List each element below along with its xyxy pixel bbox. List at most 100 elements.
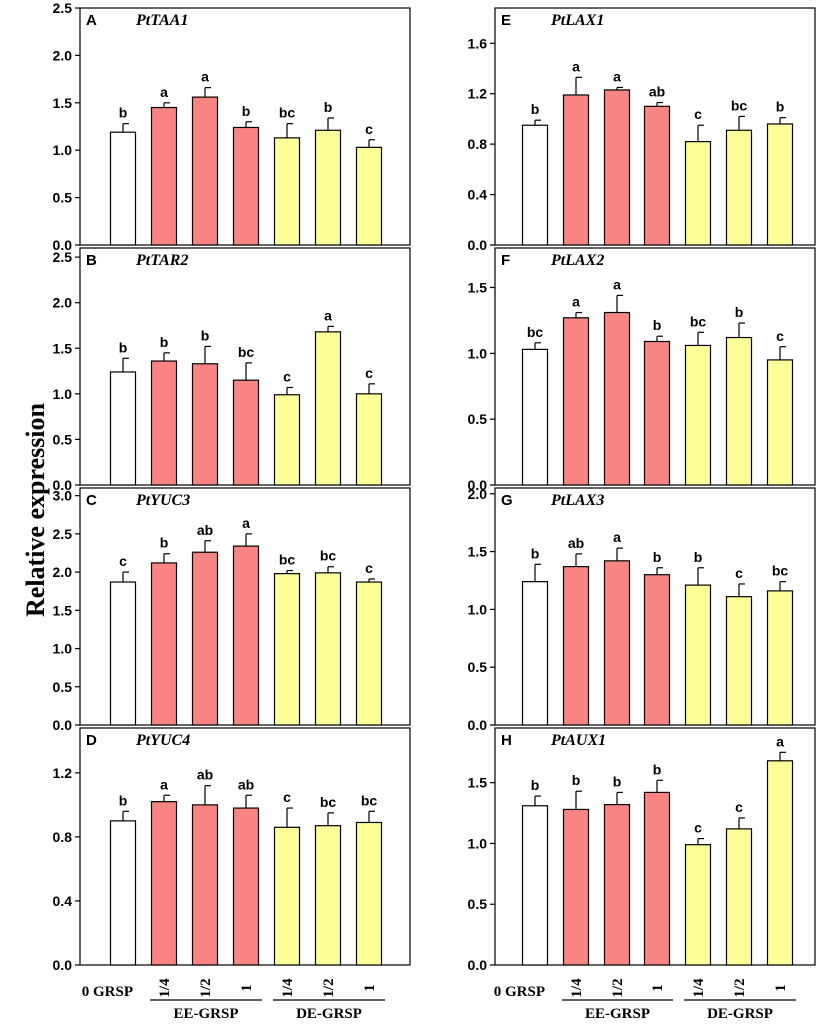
bar (273, 137, 301, 246)
significance-letter: ab (197, 767, 213, 783)
significance-letter: ab (649, 84, 665, 100)
x-category-label: 1 (773, 984, 789, 992)
panel-letter: A (86, 12, 97, 29)
significance-letter: b (160, 334, 169, 350)
bar (314, 825, 342, 966)
significance-letter: b (613, 773, 622, 789)
x-category-label: 1 (650, 984, 666, 992)
y-tick-label: 1.6 (468, 35, 488, 51)
panel-letter: F (501, 252, 510, 269)
y-tick-label: 0.0 (53, 237, 73, 253)
x-category-label: 1 (239, 984, 255, 992)
group-label: EE-GRSP (585, 1006, 650, 1022)
bar (521, 805, 549, 966)
y-axis-label: Relative expression (21, 402, 50, 617)
significance-letter: a (242, 515, 250, 531)
significance-letter: b (735, 304, 744, 320)
bar (109, 131, 137, 246)
gene-name: PtTAA1 (135, 12, 188, 29)
group-label: EE-GRSP (173, 1006, 238, 1022)
panel-letter: B (86, 252, 97, 269)
bar (273, 826, 301, 966)
bar (562, 808, 590, 966)
bar (766, 760, 794, 966)
y-tick-label: 1.5 (468, 280, 488, 296)
significance-letter: b (119, 105, 128, 121)
x-category-label: 1/4 (157, 978, 173, 998)
group-label: DE-GRSP (707, 1006, 773, 1022)
x-category-label: 1/4 (280, 978, 296, 998)
bar (643, 791, 671, 966)
panel-letter: E (501, 12, 511, 29)
significance-letter: bc (238, 344, 255, 360)
bar (355, 393, 383, 486)
y-tick-label: 0.5 (468, 896, 488, 912)
x-category-label: 1/4 (691, 978, 707, 998)
significance-letter: b (653, 317, 662, 333)
significance-letter: b (242, 103, 251, 119)
bar (191, 363, 219, 486)
bar (191, 96, 219, 246)
bar (150, 106, 178, 246)
bar (562, 317, 590, 486)
bar (562, 566, 590, 726)
bar (521, 581, 549, 726)
bar (603, 311, 631, 486)
significance-letter: b (201, 327, 210, 343)
bar (684, 584, 712, 726)
significance-letter: ab (197, 522, 213, 538)
bar (521, 348, 549, 486)
bar (109, 371, 137, 486)
bar (314, 129, 342, 246)
x-axis-left: 0 GRSP 1/4 1/2 1 1/4 1/2 1 EE-GRSP DE-GRSP (82, 978, 385, 1022)
y-tick-label: 0.8 (53, 829, 73, 845)
significance-letter: bc (772, 563, 789, 579)
bar (725, 129, 753, 246)
y-tick-label: 3.0 (53, 488, 73, 504)
y-tick-label: 2.0 (53, 564, 73, 580)
y-tick-label: 1.5 (53, 340, 73, 356)
bar (314, 572, 342, 726)
significance-letter: c (694, 820, 702, 836)
significance-letter: bc (690, 313, 707, 329)
significance-letter: a (613, 276, 621, 292)
y-tick-label: 0.8 (468, 136, 488, 152)
significance-letter: b (653, 761, 662, 777)
bar (355, 821, 383, 966)
gene-name: PtYUC4 (135, 732, 190, 749)
significance-letter: c (735, 799, 743, 815)
significance-letter: b (531, 545, 540, 561)
significance-letter: a (776, 733, 784, 749)
panel-c: C PtYUC3 0.0 0.5 1.0 1.5 2.0 2.5 3.0 c b ab a bc bc c (53, 487, 411, 733)
gene-name: PtLAX3 (550, 492, 604, 509)
y-tick-label: 2.0 (468, 486, 488, 502)
significance-letter: bc (320, 794, 337, 810)
bar (725, 336, 753, 486)
y-tick-label: 1.5 (468, 544, 488, 560)
gene-name: PtLAX1 (550, 12, 604, 29)
panel-letter: C (86, 492, 97, 509)
gene-name: PtYUC3 (135, 492, 190, 509)
significance-letter: b (119, 792, 128, 808)
x-category-label: 1/2 (732, 978, 748, 997)
y-tick-label: 1.2 (53, 765, 73, 781)
bar (603, 560, 631, 726)
y-tick-label: 2.0 (53, 295, 73, 311)
significance-letter: c (694, 106, 702, 122)
bar (643, 105, 671, 246)
y-tick-label: 0.5 (53, 679, 73, 695)
bar (150, 360, 178, 486)
significance-letter: a (201, 69, 209, 85)
significance-letter: a (160, 84, 168, 100)
bar (766, 123, 794, 246)
bar (766, 590, 794, 726)
y-tick-label: 1.0 (53, 386, 73, 402)
bar (603, 89, 631, 246)
significance-letter: b (572, 772, 581, 788)
significance-letter: c (283, 789, 291, 805)
panel-letter: G (501, 492, 513, 509)
y-tick-label: 0.4 (468, 187, 488, 203)
significance-letter: a (572, 58, 580, 74)
